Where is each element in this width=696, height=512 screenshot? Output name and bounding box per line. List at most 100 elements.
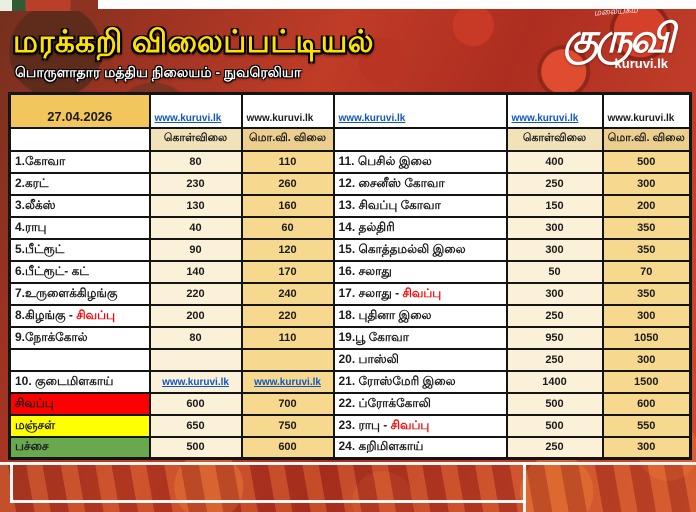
wholesale-price-cell: www.kuruvi.lk <box>240 369 335 394</box>
logo-site-url: kuruvi.lk <box>614 56 668 71</box>
buy-price-header: கொள்விலை <box>148 126 243 152</box>
buy-price-cell: 90 <box>148 237 243 262</box>
frame-line <box>10 462 13 503</box>
item-name-accent: சிவப்பு <box>402 285 442 300</box>
buy-price-header: கொள்விலை <box>505 126 604 152</box>
price-value: 170 <box>278 265 297 278</box>
price-value: 90 <box>189 243 202 256</box>
wholesale-price-cell: 200 <box>601 193 692 218</box>
buy-price-cell: 140 <box>148 259 243 284</box>
item-name-cell: 7.உருளைக்கிழங்கு <box>8 281 151 306</box>
price-value: 300 <box>545 287 564 300</box>
item-name: 14. தல்திரி <box>338 219 395 234</box>
item-name: 11. பெசில் இலை <box>338 153 432 168</box>
kuruvi-link-plain: www.kuruvi.lk <box>246 112 314 124</box>
table-row: 4.ராபு 40 60 14. தல்திரி 300 350 <box>8 215 692 240</box>
kuruvi-link[interactable]: www.kuruvi.lk <box>338 112 406 124</box>
price-value: 220 <box>278 309 297 322</box>
page-title: மரக்கறி விலைப்பட்டியல் <box>13 24 375 59</box>
item-name-cell: 11. பெசில் இலை <box>332 149 508 174</box>
header-link-cell: www.kuruvi.lk <box>505 92 604 129</box>
price-value: 700 <box>278 397 297 410</box>
kuruvi-link[interactable]: www.kuruvi.lk <box>154 112 222 124</box>
price-value: 140 <box>186 265 205 278</box>
price-value: 110 <box>278 331 297 344</box>
price-value: 500 <box>637 155 656 168</box>
wholesale-price-cell: 60 <box>240 215 335 240</box>
table-row: 5.பீட்ரூட் 90 120 15. கொத்தமல்லி இலை 300 350 <box>8 237 692 262</box>
top-left-photo-corner <box>0 0 98 11</box>
buy-price-cell <box>148 347 243 372</box>
price-value: 220 <box>186 287 205 300</box>
buy-price-cell: 400 <box>505 149 604 174</box>
table-row: 8.கிழங்கு - சிவப்பு 200 220 18. புதினா இலை 2… <box>8 303 692 328</box>
item-name-accent: சிவப்பு <box>76 307 116 322</box>
item-name: 10. குடைமிளகாய் <box>15 373 114 388</box>
price-value: 500 <box>545 397 564 410</box>
kuruvi-link[interactable]: www.kuruvi.lk <box>511 112 579 124</box>
price-value: 300 <box>545 243 564 256</box>
table-header-row-links: 27.04.2026 www.kuruvi.lk www.kuruvi.lk w… <box>8 92 692 129</box>
price-value: 1500 <box>634 375 659 388</box>
price-value: 950 <box>545 331 564 344</box>
table-row: பச்சை 500 600 24. கறிமிளகாய் 250 300 <box>8 435 692 460</box>
item-name-cell: 19.பூ கோவா <box>332 325 508 350</box>
price-value: 600 <box>186 397 205 410</box>
price-value: 500 <box>545 419 564 432</box>
item-name-cell: 10. குடைமிளகாய் <box>8 369 151 394</box>
top-white-band <box>98 0 696 9</box>
buy-price-cell: 250 <box>505 347 604 372</box>
buy-price-cell: 250 <box>505 435 604 460</box>
wholesale-price-cell: 550 <box>601 413 692 438</box>
buy-price-cell: 500 <box>505 413 604 438</box>
item-name: 4.ராபு <box>15 219 47 234</box>
item-name: 20. பாஸ்லி <box>338 351 399 366</box>
price-value: 750 <box>278 419 297 432</box>
empty-header-cell <box>332 126 508 152</box>
item-name: பச்சை <box>15 439 49 454</box>
item-name: 3.லீக்ஸ் <box>15 197 56 212</box>
empty-header-cell <box>8 126 151 152</box>
item-name-cell: 20. பாஸ்லி <box>332 347 508 372</box>
item-name: 17. சலாது - <box>338 285 403 300</box>
wholesale-price-cell: 1500 <box>601 369 692 394</box>
item-name: 5.பீட்ரூட் <box>15 241 65 256</box>
price-value: 300 <box>637 309 656 322</box>
kuruvi-link[interactable]: www.kuruvi.lk <box>162 376 229 388</box>
buy-price-cell: 150 <box>505 193 604 218</box>
price-value: 230 <box>186 177 205 190</box>
price-value: 120 <box>278 243 297 256</box>
wholesale-price-cell: 160 <box>240 193 335 218</box>
item-name-cell: 2.கரட் <box>8 171 151 196</box>
wholesale-price-header: மொ.வி. விலை <box>240 126 335 152</box>
buy-price-cell: www.kuruvi.lk <box>148 369 243 394</box>
price-value: 70 <box>640 265 653 278</box>
price-value: 1050 <box>634 331 659 344</box>
item-name: 22. ப்ரோக்கோலி <box>338 395 431 410</box>
item-name-cell: 8.கிழங்கு - சிவப்பு <box>8 303 151 328</box>
wholesale-price-cell: 300 <box>601 303 692 328</box>
price-value: 300 <box>637 353 656 366</box>
item-name-cell: 9.நோக்கோல் <box>8 325 151 350</box>
item-name-cell: 1.கோவா <box>8 149 151 174</box>
item-name: 13. சிவப்பு கோவா <box>338 197 441 212</box>
table-row: 7.உருளைக்கிழங்கு 220 240 17. சலாது - சிவப்ப… <box>8 281 692 306</box>
item-name-cell: 5.பீட்ரூட் <box>8 237 151 262</box>
kuruvi-link[interactable]: www.kuruvi.lk <box>254 376 321 388</box>
item-name: 23. ராபு - <box>338 417 391 432</box>
item-name: 9.நோக்கோல் <box>15 329 88 344</box>
item-name-cell: 4.ராபு <box>8 215 151 240</box>
price-value: 160 <box>278 199 297 212</box>
item-name: 16. சலாது <box>338 263 392 278</box>
buy-price-cell: 500 <box>148 435 243 460</box>
item-name-cell: 24. கறிமிளகாய் <box>332 435 508 460</box>
price-value: 200 <box>186 309 205 322</box>
wholesale-price-cell: 220 <box>240 303 335 328</box>
item-name: 19.பூ கோவா <box>338 329 409 344</box>
price-value: 250 <box>545 441 564 454</box>
header-link-cell: www.kuruvi.lk <box>332 92 508 129</box>
price-value: 110 <box>278 155 297 168</box>
wholesale-price-cell: 750 <box>240 413 335 438</box>
wholesale-price-cell: 350 <box>601 215 692 240</box>
item-name-cell: 6.பீட்ரூட்- கட் <box>8 259 151 284</box>
